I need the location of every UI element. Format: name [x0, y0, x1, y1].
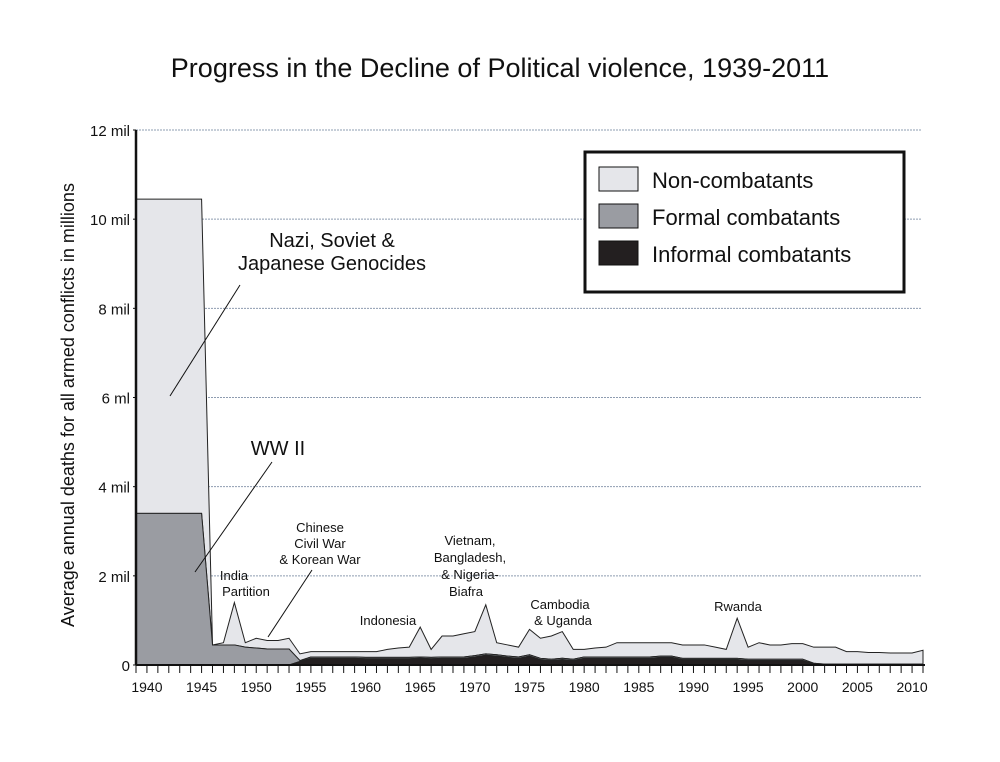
- annotation-genocide-1: Nazi, Soviet &: [269, 230, 395, 252]
- legend-swatch-informal-combatants: [598, 240, 639, 266]
- y-tick-label: 4 mil: [98, 480, 130, 497]
- annotation-vietnam-2: Bangladesh,: [434, 550, 506, 565]
- x-tick-label: 1965: [405, 679, 436, 695]
- x-tick-label: 1990: [678, 679, 709, 695]
- legend-label-informal-combatants: Informal combatants: [652, 242, 851, 267]
- x-tick-label: 2000: [787, 679, 818, 695]
- annotation-china-1: Chinese: [296, 520, 344, 535]
- annotation-vietnam-4: Biafra: [449, 584, 484, 599]
- annotation-india-1: India: [220, 568, 249, 583]
- x-tick-label: 2005: [842, 679, 873, 695]
- x-tick-label: 1940: [131, 679, 162, 695]
- y-tick-label: 6 ml: [102, 391, 130, 408]
- x-tick-label: 1970: [459, 679, 490, 695]
- annotation-vietnam-3: & Nigeria-: [441, 567, 499, 582]
- annotation-rwanda: Rwanda: [714, 599, 762, 614]
- x-tick-label: 1960: [350, 679, 381, 695]
- y-axis-ticks: 0 2 mil 4 mil 6 ml 8 mil 10 mil 12 mil: [90, 123, 136, 675]
- x-tick-label: 1945: [186, 679, 217, 695]
- x-tick-label: 1985: [623, 679, 654, 695]
- legend-label-non-combatants: Non-combatants: [652, 168, 813, 193]
- annotation-china-3: & Korean War: [279, 552, 361, 567]
- annotation-india-2: Partition: [222, 584, 270, 599]
- legend: Non-combatants Formal combatants Informa…: [583, 150, 906, 294]
- gridlines: [136, 129, 922, 577]
- legend-swatch-non-combatants: [598, 166, 639, 192]
- annotations: Nazi, Soviet & Japanese Genocides WW II …: [169, 230, 763, 638]
- x-tick-label: 1950: [241, 679, 272, 695]
- legend-swatch-formal-combatants: [598, 203, 639, 229]
- annotation-genocide-2: Japanese Genocides: [238, 253, 426, 275]
- annotation-cambodia-1: Cambodia: [530, 597, 590, 612]
- annotation-ww2-leader: [194, 461, 273, 573]
- y-tick-label: 2 mil: [98, 569, 130, 586]
- y-tick-label: 0: [122, 658, 130, 675]
- chart-title: Progress in the Decline of Political vio…: [171, 53, 829, 83]
- x-tick-label: 1995: [733, 679, 764, 695]
- x-tick-label: 1955: [295, 679, 326, 695]
- y-tick-label: 8 mil: [98, 301, 130, 318]
- x-tick-label: 2010: [896, 679, 927, 695]
- y-axis-label: Average annual deaths for all armed conf…: [58, 183, 78, 627]
- x-axis-ticks: 1940 1945 1950 1955 1960 1965 1970 1975 1980 1985…: [131, 665, 928, 695]
- annotation-vietnam-1: Vietnam,: [444, 533, 495, 548]
- annotation-genocide-leader: [169, 284, 241, 397]
- annotation-cambodia-2: & Uganda: [534, 613, 593, 628]
- annotation-china-2: Civil War: [294, 536, 346, 551]
- legend-label-formal-combatants: Formal combatants: [652, 205, 840, 230]
- annotation-indonesia: Indonesia: [360, 613, 417, 628]
- y-tick-label: 12 mil: [90, 123, 130, 140]
- x-tick-label: 1975: [514, 679, 545, 695]
- annotation-ww2: WW II: [251, 438, 305, 460]
- annotation-china-leader: [267, 569, 313, 638]
- y-tick-label: 10 mil: [90, 212, 130, 229]
- x-tick-label: 1980: [569, 679, 600, 695]
